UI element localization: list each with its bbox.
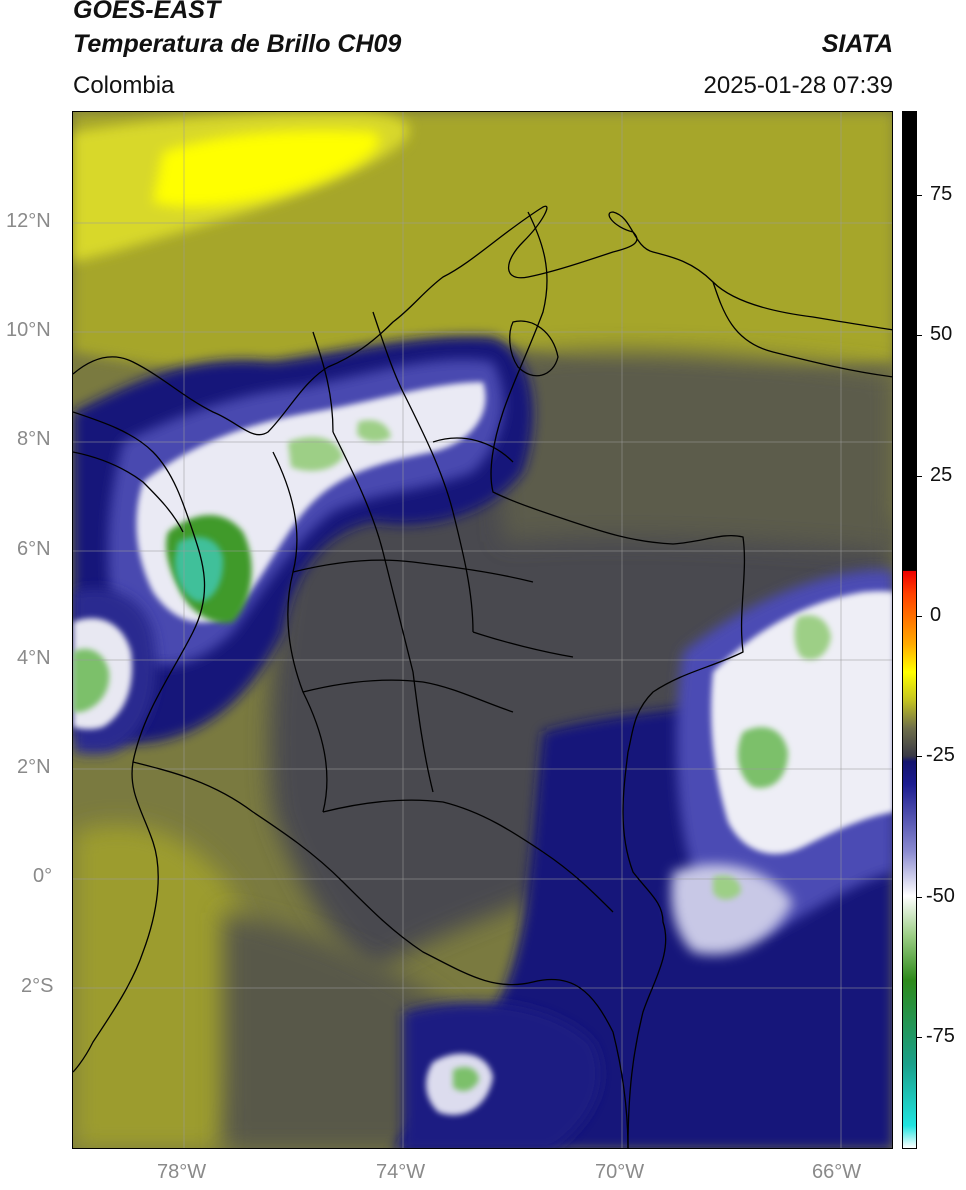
colorbar-tick-label: -50	[926, 884, 955, 907]
interior-border-11	[472, 631, 574, 658]
lat-tick-label: 12°N	[6, 210, 51, 232]
colorbar-tick	[917, 195, 922, 197]
colorbar-tick-label: -75	[926, 1024, 955, 1047]
colorbar	[902, 111, 917, 1149]
colorbar-tick	[917, 335, 922, 337]
colorbar-tick-label: 50	[930, 323, 953, 346]
west-green-cloud	[73, 648, 110, 712]
colorbar-tick-label: 0	[930, 604, 942, 626]
interior-border-8	[312, 331, 334, 433]
caribbean-coastline	[73, 205, 892, 436]
interior-border-1	[272, 451, 328, 813]
colorbar-tick-label: 25	[930, 463, 953, 486]
colombia-peru-ecuador-border	[132, 761, 629, 1148]
interior-gray-region	[269, 472, 892, 972]
interior-border-2	[332, 431, 434, 793]
lon-tick-label: 70°W	[595, 1161, 645, 1183]
north-green-patch-2	[357, 420, 391, 442]
yellow-core	[153, 130, 380, 207]
interior-border-6	[322, 799, 544, 853]
venezuela-coastline-east	[712, 281, 892, 378]
interior-border-3	[402, 391, 474, 633]
satellite-title: GOES-EAST	[73, 0, 221, 24]
southeast-white-streak	[671, 864, 793, 955]
interior-border-5	[302, 679, 514, 713]
colombia-brazil-border	[622, 751, 667, 1148]
southwest-olive-region	[73, 824, 256, 1148]
interior-border-9	[372, 311, 404, 393]
colorbar-tick	[917, 1036, 922, 1038]
colorbar-tick	[917, 475, 922, 477]
east-green-cloud	[737, 727, 788, 788]
east-white-cloud	[711, 591, 892, 854]
colorbar-tick	[917, 756, 922, 758]
lat-tick-label: 4°N	[17, 647, 51, 669]
colombia-venezuela-border	[490, 211, 746, 753]
colorbar-tick-label: 75	[930, 183, 953, 206]
lat-tick-label: 0°	[33, 865, 53, 887]
satellite-map	[72, 111, 893, 1149]
borders	[73, 205, 892, 1148]
colorbar-tick	[917, 616, 922, 617]
east-green-cloud-2	[794, 615, 831, 660]
pacific-coastline	[73, 411, 206, 1073]
product-title: Temperatura de Brillo CH09	[73, 30, 402, 58]
region-label: Colombia	[73, 72, 175, 99]
lat-tick-label: 10°N	[6, 319, 51, 341]
lat-tick-label: 8°N	[17, 428, 51, 450]
colorbar-tick-label: -25	[926, 744, 955, 767]
southeast-green-patch	[713, 875, 741, 900]
lat-tick-label: 2°S	[21, 975, 54, 997]
lon-tick-label: 74°W	[376, 1161, 426, 1183]
panama-border	[73, 451, 184, 533]
timestamp-label: 2025-01-28 07:39	[703, 72, 894, 99]
organization-label: SIATA	[821, 30, 893, 58]
northwest-teal-core	[174, 537, 224, 602]
lon-tick-label: 66°W	[812, 1161, 862, 1183]
east-gray-region	[493, 351, 892, 552]
interior-border-4	[292, 559, 534, 583]
interior-border-7	[432, 437, 514, 463]
lat-tick-label: 6°N	[17, 538, 51, 560]
south-green-cloud	[453, 1067, 479, 1092]
lon-tick-label: 78°W	[157, 1161, 207, 1183]
lake-maracaibo	[509, 320, 559, 377]
interior-border-10	[542, 851, 614, 913]
north-green-patch	[288, 437, 343, 471]
lat-tick-label: 2°N	[17, 756, 51, 778]
colorbar-tick	[917, 896, 922, 898]
